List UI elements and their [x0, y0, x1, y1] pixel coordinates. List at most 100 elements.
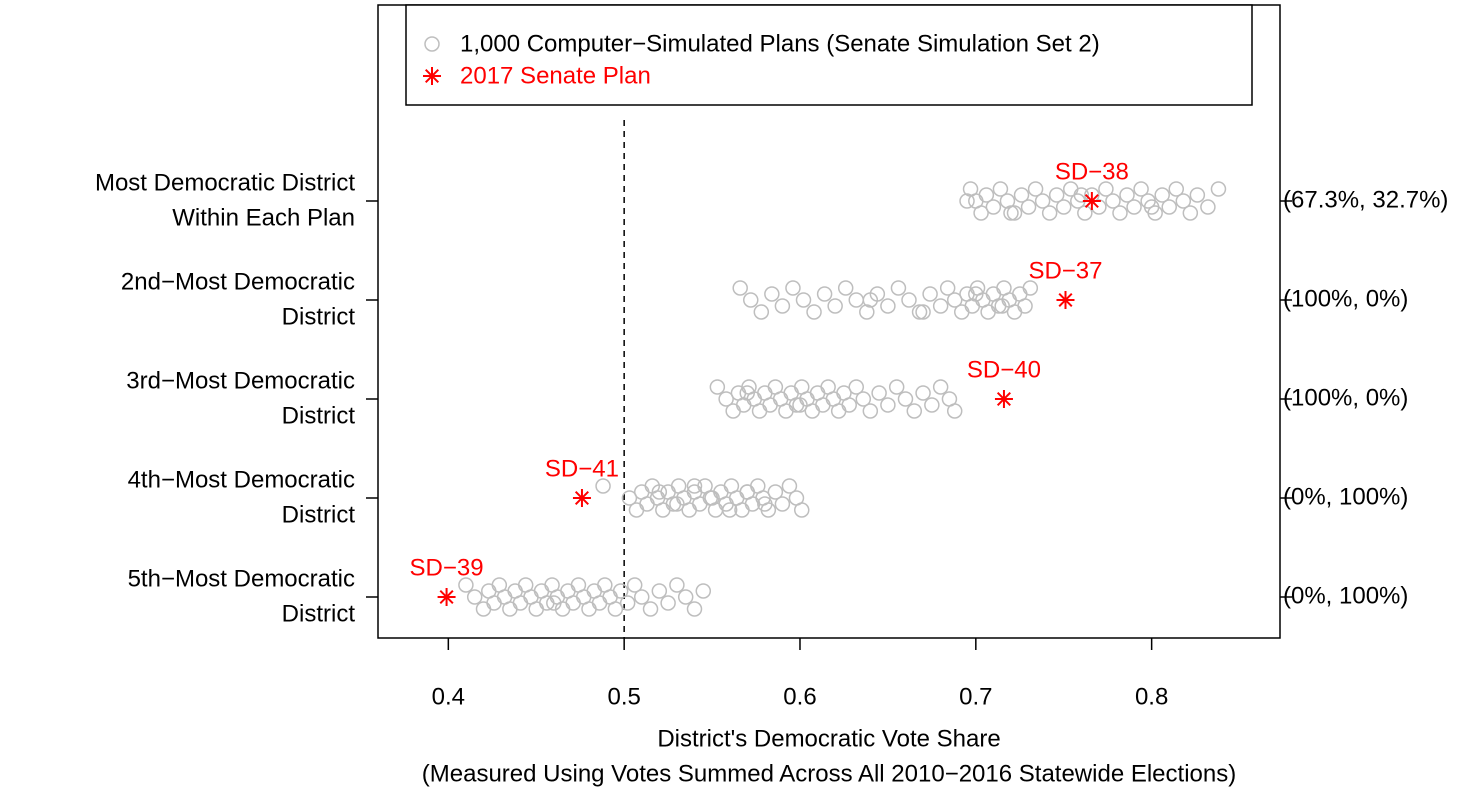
simulated-point [1034, 193, 1051, 209]
simulated-point [718, 391, 734, 407]
simulated-point [751, 403, 768, 419]
plan-marker [437, 588, 456, 606]
simulated-point [651, 583, 668, 599]
simulated-point [475, 601, 492, 617]
x-tick-label: 0.4 [432, 683, 465, 710]
y-tick-label: District [282, 501, 356, 528]
simulated-point [767, 484, 784, 500]
x-axis-label: (Measured Using Votes Summed Across All … [422, 760, 1236, 787]
simulated-point [973, 205, 989, 221]
marker-stroke [424, 68, 440, 84]
simulated-point [502, 601, 518, 617]
simulated-point [709, 379, 726, 395]
simulated-point [466, 589, 483, 605]
marker-stroke [439, 589, 454, 605]
simulated-point [607, 601, 624, 617]
simulated-point [990, 298, 1007, 314]
simulated-point [1077, 205, 1093, 221]
simulated-point [764, 286, 780, 302]
simulated-point [985, 199, 1002, 215]
simulated-point [859, 304, 875, 320]
simulated-point [669, 577, 685, 593]
marker-stroke [1058, 292, 1073, 308]
simulated-point [753, 304, 770, 320]
right-label: (0%, 100%) [1283, 483, 1408, 510]
simulated-point [932, 379, 949, 395]
simulated-point [762, 397, 778, 413]
simulated-point [1189, 187, 1206, 203]
simulated-point [1119, 187, 1135, 203]
legend-label: 1,000 Computer−Simulated Plans (Senate S… [460, 30, 1100, 57]
simulated-point [806, 304, 822, 320]
simulated-point [612, 583, 629, 599]
simulated-point [1055, 199, 1072, 215]
y-tick-label: 4th−Most Democratic [128, 466, 355, 493]
plan-marker [1082, 192, 1101, 210]
simulated-point [848, 292, 865, 308]
simulated-point [686, 478, 703, 494]
simulated-point [939, 280, 956, 296]
legend-symbol [423, 67, 441, 85]
simulated-point [581, 601, 597, 617]
simulated-point [1098, 181, 1114, 197]
x-tick-label: 0.6 [783, 683, 816, 710]
simulated-point [781, 478, 798, 494]
x-tick-label: 0.7 [959, 683, 992, 710]
simulated-point [897, 391, 914, 407]
simulated-point [639, 496, 655, 512]
data-label: SD−40 [967, 356, 1041, 383]
simulated-point [978, 187, 995, 203]
simulated-point [1027, 181, 1044, 197]
data-label: SD−39 [410, 554, 484, 581]
simulated-point [816, 286, 833, 302]
simulated-point [695, 583, 712, 599]
simulated-point [932, 298, 949, 314]
simulated-point [743, 292, 759, 308]
simulated-point [595, 478, 611, 494]
simulated-point [591, 595, 608, 611]
data-label: SD−38 [1055, 158, 1129, 185]
simulated-point [793, 502, 810, 518]
simulated-point [994, 298, 1010, 314]
simulated-point [704, 490, 720, 506]
x-tick-label: 0.8 [1135, 683, 1168, 710]
simulated-point [954, 304, 970, 320]
plan-marker [572, 489, 591, 507]
simulated-point [1013, 187, 1030, 203]
simulated-point [1161, 199, 1177, 215]
simulated-point [890, 280, 907, 296]
simulated-point [665, 496, 682, 512]
simulated-point [774, 298, 791, 314]
simulated-point [888, 379, 905, 395]
simulated-point [968, 286, 984, 302]
simulated-point [1073, 187, 1090, 203]
data-label: SD−41 [545, 455, 619, 482]
y-tick-label: 5th−Most Democratic [128, 565, 355, 592]
legend-label: 2017 Senate Plan [460, 62, 651, 89]
simulated-point [946, 403, 963, 419]
simulated-point [862, 292, 879, 308]
simulated-point [837, 280, 854, 296]
simulated-point [924, 397, 940, 413]
simulated-point [677, 589, 694, 605]
simulated-point [633, 589, 650, 605]
simulated-point [848, 379, 865, 395]
simulated-point [827, 298, 843, 314]
simulated-point [915, 304, 931, 320]
simulated-point [788, 397, 805, 413]
simulated-point [906, 403, 923, 419]
simulated-point [1006, 205, 1023, 221]
simulated-point [992, 181, 1009, 197]
simulated-point [757, 496, 773, 512]
simulated-point [721, 502, 738, 518]
simulated-point [739, 484, 755, 500]
simulated-point [999, 193, 1016, 209]
simulated-point [619, 595, 636, 611]
marker-stroke [574, 490, 589, 506]
simulated-point [642, 601, 659, 617]
marker-stroke [1084, 193, 1099, 209]
simulated-point [458, 577, 474, 593]
simulated-point [739, 385, 755, 401]
simulated-point [1126, 199, 1142, 215]
simulated-point [1017, 298, 1033, 314]
